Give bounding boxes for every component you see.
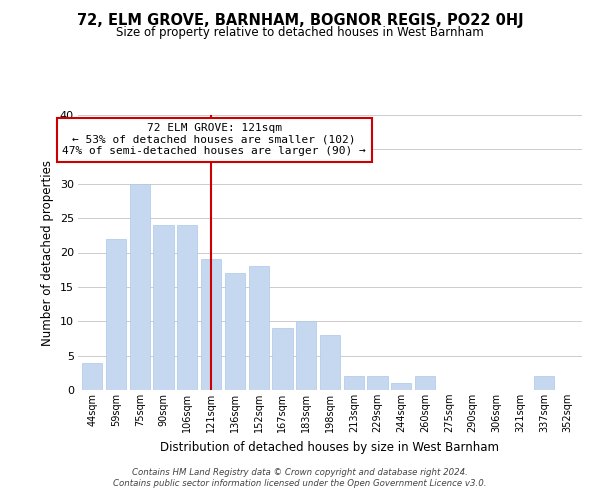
Bar — [320, 335, 340, 390]
Bar — [177, 225, 197, 390]
Bar — [344, 376, 364, 390]
Bar — [154, 225, 173, 390]
Bar — [201, 260, 221, 390]
Bar — [272, 328, 293, 390]
Bar — [391, 383, 412, 390]
Bar — [248, 266, 269, 390]
Text: 72, ELM GROVE, BARNHAM, BOGNOR REGIS, PO22 0HJ: 72, ELM GROVE, BARNHAM, BOGNOR REGIS, PO… — [77, 12, 523, 28]
Bar — [106, 239, 126, 390]
Bar — [296, 322, 316, 390]
Bar — [367, 376, 388, 390]
Bar — [225, 273, 245, 390]
Bar — [534, 376, 554, 390]
X-axis label: Distribution of detached houses by size in West Barnham: Distribution of detached houses by size … — [161, 440, 499, 454]
Text: Size of property relative to detached houses in West Barnham: Size of property relative to detached ho… — [116, 26, 484, 39]
Bar — [415, 376, 435, 390]
Text: 72 ELM GROVE: 121sqm
← 53% of detached houses are smaller (102)
47% of semi-deta: 72 ELM GROVE: 121sqm ← 53% of detached h… — [62, 123, 366, 156]
Bar — [130, 184, 150, 390]
Text: Contains HM Land Registry data © Crown copyright and database right 2024.
Contai: Contains HM Land Registry data © Crown c… — [113, 468, 487, 487]
Bar — [82, 362, 103, 390]
Y-axis label: Number of detached properties: Number of detached properties — [41, 160, 54, 346]
